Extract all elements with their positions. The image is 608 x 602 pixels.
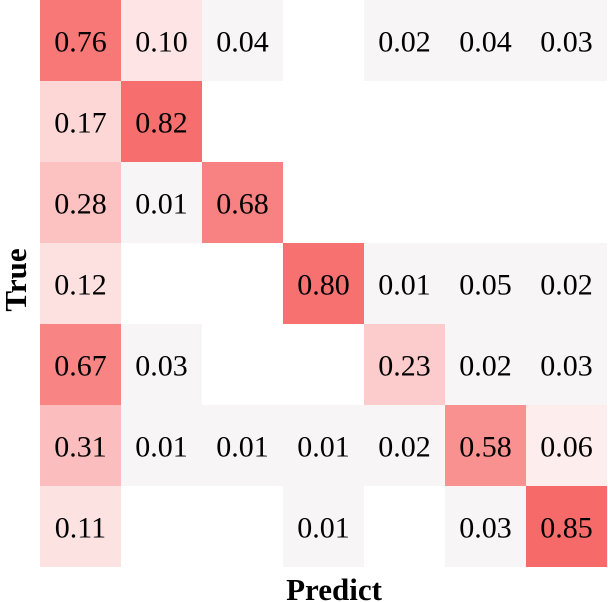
heatmap-cell [364,243,445,324]
cell-value-label: 0.03 [135,350,188,383]
heatmap-cells: 0.76 0.10 0.04 0.02 0.04 0.03 0.17 0.82 0.28 0.01… [40,0,607,567]
cell-value-label: 0.01 [378,269,431,302]
cell-value-label: 0.03 [540,350,593,383]
cell-value-label: 0.02 [540,269,593,302]
y-axis-label: True [0,248,33,311]
cell-value-label: 0.03 [459,512,512,545]
cell-value-label: 0.01 [297,431,350,464]
cell-value-label: 0.02 [378,431,431,464]
heatmap-cell [526,0,607,81]
cell-value-label: 0.01 [135,188,188,221]
heatmap-cell [40,405,121,486]
heatmap-cell [121,324,202,405]
cell-value-label: 0.02 [459,350,512,383]
heatmap-cell [445,0,526,81]
heatmap-cell [202,405,283,486]
heatmap-cell [121,0,202,81]
heatmap-cell [364,405,445,486]
cell-value-label: 0.76 [54,26,107,59]
cell-value-label: 0.04 [459,26,512,59]
heatmap-cell [283,486,364,567]
cell-value-label: 0.10 [135,26,188,59]
cell-value-label: 0.01 [216,431,269,464]
cell-value-label: 0.11 [55,512,106,545]
heatmap-cell [364,324,445,405]
cell-value-label: 0.80 [297,269,350,302]
heatmap-cell [445,243,526,324]
cell-value-label: 0.02 [378,26,431,59]
heatmap-cell [40,0,121,81]
cell-value-label: 0.01 [135,431,188,464]
heatmap-cell [40,486,121,567]
cell-value-label: 0.85 [540,512,593,545]
cell-value-label: 0.05 [459,269,512,302]
cell-value-label: 0.68 [216,188,269,221]
cell-value-label: 0.67 [54,350,107,383]
cell-value-label: 0.31 [54,431,107,464]
heatmap-cell [121,81,202,162]
cell-value-label: 0.17 [54,107,107,140]
cell-value-label: 0.12 [54,269,107,302]
heatmap-cell [526,486,607,567]
heatmap-cell [121,405,202,486]
cell-value-label: 0.82 [135,107,188,140]
heatmap-cell [202,162,283,243]
cell-value-label: 0.28 [54,188,107,221]
heatmap-cell [526,324,607,405]
heatmap-cell [40,324,121,405]
x-axis-label: Predict [286,572,383,602]
cell-value-label: 0.23 [378,350,431,383]
heatmap-cell [526,243,607,324]
heatmap-cell [445,486,526,567]
cell-value-label: 0.06 [540,431,593,464]
heatmap-cell [121,162,202,243]
heatmap-cell [283,405,364,486]
heatmap-cell [40,162,121,243]
heatmap-cell [364,0,445,81]
heatmap-cell [445,405,526,486]
cell-value-label: 0.03 [540,26,593,59]
heatmap-cell [283,243,364,324]
heatmap-cell [40,81,121,162]
cell-value-label: 0.04 [216,26,269,59]
heatmap-cell [445,324,526,405]
cell-value-label: 0.01 [297,512,350,545]
heatmap-cell [526,405,607,486]
heatmap-cell [202,0,283,81]
heatmap-cell [40,243,121,324]
cell-value-label: 0.58 [459,431,512,464]
